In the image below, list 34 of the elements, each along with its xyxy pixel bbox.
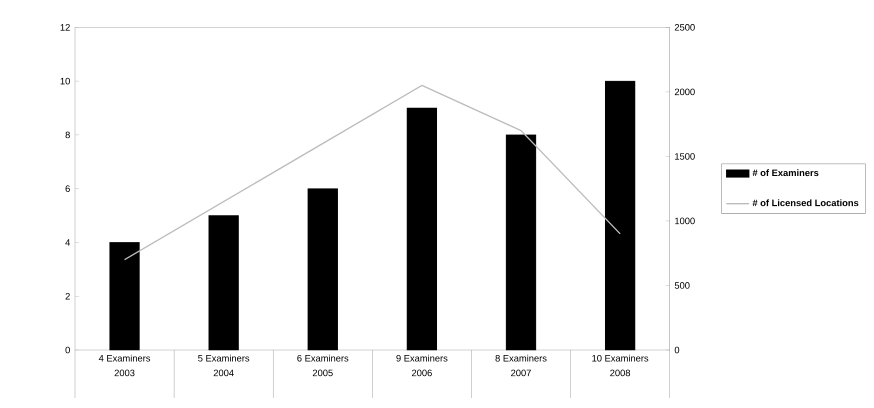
y-tick-label: 6 xyxy=(66,185,70,192)
y2-tick-label: 1000 xyxy=(675,218,695,224)
legend-label: # of Licensed Locations xyxy=(752,199,858,206)
x-tick-label: 2008 xyxy=(610,370,630,376)
bar xyxy=(506,134,536,350)
data-label: 8 Examiners xyxy=(495,354,547,362)
data-label: 5 Examiners xyxy=(198,354,250,362)
bar xyxy=(109,242,140,350)
y2-tick-label: 2500 xyxy=(674,24,695,31)
y-tick-label: 10 xyxy=(60,78,70,84)
y2-tick-label: 1500 xyxy=(675,153,695,160)
y-tick-label: 8 xyxy=(66,132,70,138)
data-label: 6 Examiners xyxy=(297,354,348,362)
data-label: 4 Examiners xyxy=(98,354,150,362)
y-tick-label: 0 xyxy=(65,346,70,354)
y-tick-label: 12 xyxy=(60,24,70,31)
x-tick-label: 2003 xyxy=(114,370,135,376)
bar xyxy=(604,80,636,350)
data-label: 9 Examiners xyxy=(396,354,448,362)
y2-tick-label: 0 xyxy=(674,346,680,354)
bar xyxy=(308,188,338,350)
x-tick-label: 2006 xyxy=(412,370,432,376)
y-tick-label: 2 xyxy=(66,292,70,300)
bar xyxy=(406,108,438,350)
x-tick-label: 2005 xyxy=(312,370,333,376)
x-tick-label: 2004 xyxy=(214,370,234,376)
y2-tick-label: 2000 xyxy=(674,88,695,96)
y2-tick-label: 500 xyxy=(674,282,690,289)
bar xyxy=(208,215,239,350)
x-tick-label: 2007 xyxy=(511,370,531,376)
line-series xyxy=(124,84,621,260)
y-tick-label: 4 xyxy=(65,239,70,246)
data-label: 10 Examiners xyxy=(592,354,648,362)
legend-label: # of Examiners xyxy=(752,169,818,176)
